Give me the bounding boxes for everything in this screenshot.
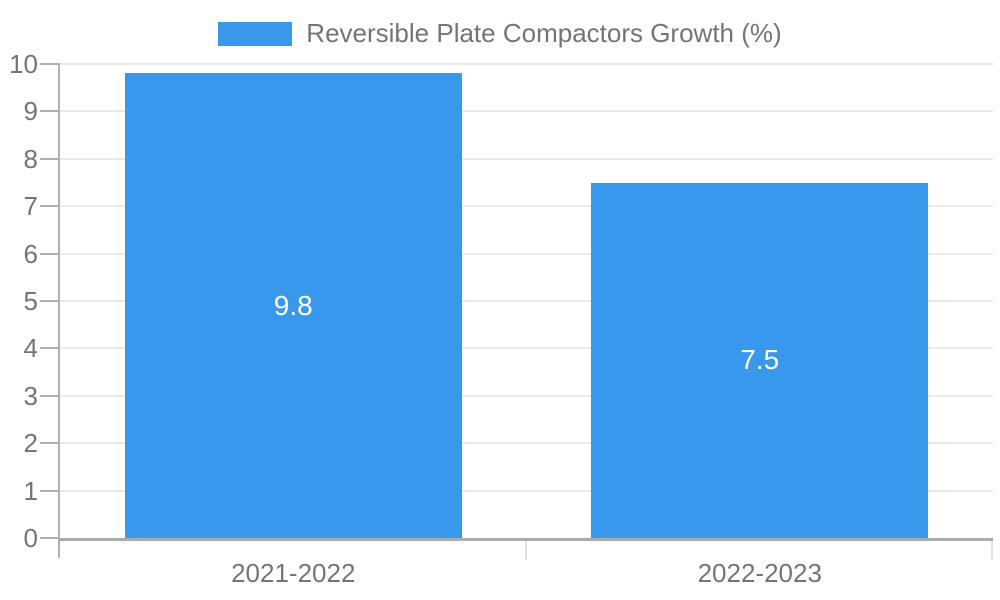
- gridline: [60, 442, 993, 445]
- gridline: [60, 110, 993, 113]
- bar[interactable]: 9.8: [124, 73, 462, 538]
- category-boundary-tick: [524, 541, 527, 560]
- gridline: [60, 347, 993, 350]
- bar-value-label: 7.5: [740, 344, 780, 376]
- legend-swatch-icon[interactable]: [218, 21, 293, 46]
- y-axis-tick-label: 8: [23, 143, 38, 174]
- y-tick-mark: [40, 489, 60, 492]
- gridline: [60, 205, 993, 208]
- legend-label: Reversible Plate Compactors Growth (%): [306, 18, 782, 48]
- gridline: [60, 63, 993, 65]
- y-tick-mark: [40, 394, 60, 397]
- y-axis-tick-label: 2: [23, 428, 38, 459]
- y-axis-tick-label: 7: [23, 191, 38, 222]
- y-axis-tick-label: 0: [23, 523, 38, 553]
- y-axis-tick-label: 6: [23, 238, 38, 269]
- y-tick-mark: [40, 347, 60, 350]
- y-tick-mark: [40, 442, 60, 445]
- y-axis-line: [58, 64, 60, 558]
- y-tick-mark: [40, 252, 60, 255]
- y-tick-mark: [40, 110, 60, 113]
- gridline: [60, 394, 993, 397]
- y-tick-mark: [40, 537, 60, 539]
- y-axis-tick-label: 9: [23, 96, 38, 127]
- y-tick-mark: [40, 63, 60, 65]
- gridline: [60, 300, 993, 302]
- gridline: [60, 489, 993, 492]
- x-axis-baseline: [60, 538, 993, 541]
- y-axis-tick-label: 3: [23, 380, 38, 411]
- bar-value-label: 9.8: [273, 289, 313, 321]
- y-axis-tick-label: 10: [9, 49, 38, 79]
- gridline: [60, 252, 993, 255]
- y-axis-tick-label: 1: [23, 475, 38, 506]
- y-axis-tick-label: 4: [23, 333, 38, 364]
- legend[interactable]: Reversible Plate Compactors Growth (%): [0, 18, 1000, 49]
- y-tick-mark: [40, 157, 60, 160]
- bar[interactable]: 7.5: [591, 182, 929, 538]
- x-axis-tick-label: 2021-2022: [231, 558, 356, 588]
- y-axis-tick-label: 5: [23, 286, 38, 316]
- y-tick-mark: [40, 205, 60, 208]
- y-tick-mark: [40, 300, 60, 302]
- category-boundary-tick: [991, 541, 993, 560]
- gridline: [60, 157, 993, 160]
- x-axis-tick-label: 2022-2023: [697, 558, 822, 588]
